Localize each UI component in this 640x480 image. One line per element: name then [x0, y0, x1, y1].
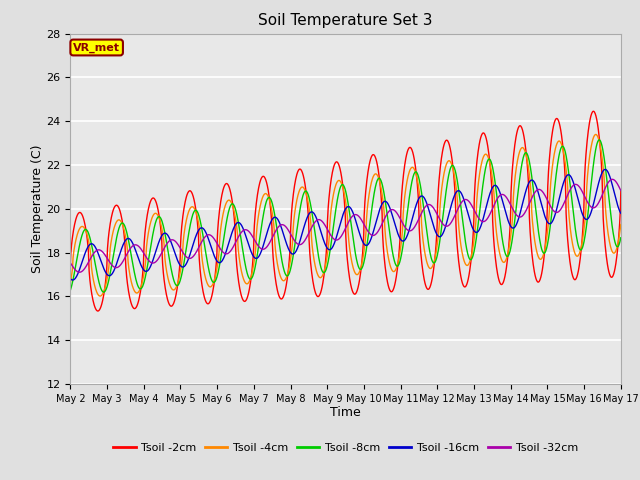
Tsoil -4cm — [97, 293, 104, 299]
Tsoil -4cm — [67, 280, 74, 286]
Tsoil -2cm — [552, 116, 559, 122]
Tsoil -16cm — [69, 277, 77, 283]
Tsoil -32cm — [176, 244, 184, 250]
Tsoil -2cm — [504, 259, 511, 264]
Tsoil -4cm — [431, 253, 439, 259]
Tsoil -4cm — [552, 144, 559, 150]
Tsoil -32cm — [504, 196, 511, 202]
Tsoil -16cm — [617, 210, 625, 216]
Tsoil -8cm — [189, 211, 197, 216]
Line: Tsoil -2cm: Tsoil -2cm — [70, 111, 621, 311]
Line: Tsoil -16cm: Tsoil -16cm — [70, 169, 621, 280]
Title: Soil Temperature Set 3: Soil Temperature Set 3 — [259, 13, 433, 28]
X-axis label: Time: Time — [330, 407, 361, 420]
Tsoil -16cm — [504, 215, 511, 221]
Tsoil -16cm — [176, 262, 184, 268]
Tsoil -8cm — [176, 279, 184, 285]
Tsoil -4cm — [189, 204, 197, 210]
Tsoil -16cm — [431, 228, 439, 234]
Tsoil -32cm — [431, 208, 439, 214]
Tsoil -8cm — [251, 266, 259, 272]
Tsoil -2cm — [251, 216, 259, 222]
Tsoil -16cm — [601, 167, 609, 172]
Tsoil -32cm — [251, 238, 259, 243]
Tsoil -8cm — [617, 235, 625, 240]
Tsoil -8cm — [596, 137, 604, 143]
Tsoil -16cm — [189, 241, 197, 247]
Tsoil -2cm — [431, 251, 439, 257]
Tsoil -32cm — [67, 260, 74, 266]
Tsoil -32cm — [552, 209, 559, 215]
Tsoil -32cm — [76, 269, 83, 275]
Tsoil -16cm — [552, 209, 559, 215]
Tsoil -2cm — [176, 262, 184, 268]
Tsoil -4cm — [617, 222, 625, 228]
Y-axis label: Soil Temperature (C): Soil Temperature (C) — [31, 144, 44, 273]
Tsoil -2cm — [617, 189, 625, 194]
Tsoil -16cm — [251, 255, 259, 261]
Tsoil -4cm — [504, 253, 511, 259]
Tsoil -32cm — [189, 253, 197, 259]
Tsoil -4cm — [251, 254, 259, 260]
Tsoil -2cm — [67, 261, 74, 266]
Tsoil -32cm — [609, 177, 616, 182]
Tsoil -2cm — [94, 308, 102, 314]
Tsoil -8cm — [431, 259, 439, 264]
Line: Tsoil -4cm: Tsoil -4cm — [70, 134, 621, 296]
Line: Tsoil -8cm: Tsoil -8cm — [70, 140, 621, 292]
Tsoil -8cm — [504, 253, 511, 259]
Tsoil -2cm — [189, 193, 197, 199]
Tsoil -8cm — [552, 175, 559, 181]
Legend: Tsoil -2cm, Tsoil -4cm, Tsoil -8cm, Tsoil -16cm, Tsoil -32cm: Tsoil -2cm, Tsoil -4cm, Tsoil -8cm, Tsoi… — [109, 439, 582, 457]
Tsoil -16cm — [67, 276, 74, 282]
Line: Tsoil -32cm: Tsoil -32cm — [70, 180, 621, 272]
Tsoil -2cm — [589, 108, 597, 114]
Tsoil -4cm — [176, 272, 184, 277]
Text: VR_met: VR_met — [73, 42, 120, 53]
Tsoil -8cm — [67, 287, 74, 293]
Tsoil -32cm — [617, 188, 625, 193]
Tsoil -8cm — [100, 289, 108, 295]
Tsoil -4cm — [592, 132, 600, 137]
